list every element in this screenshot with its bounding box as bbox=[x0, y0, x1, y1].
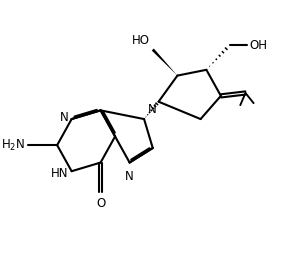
Text: N: N bbox=[59, 111, 68, 124]
Polygon shape bbox=[152, 49, 177, 76]
Text: H$_2$N: H$_2$N bbox=[1, 138, 25, 153]
Text: N: N bbox=[148, 103, 156, 116]
Text: OH: OH bbox=[250, 39, 268, 52]
Text: O: O bbox=[96, 197, 105, 210]
Text: HO: HO bbox=[132, 34, 150, 47]
Text: N: N bbox=[125, 170, 134, 183]
Text: HN: HN bbox=[51, 167, 68, 180]
